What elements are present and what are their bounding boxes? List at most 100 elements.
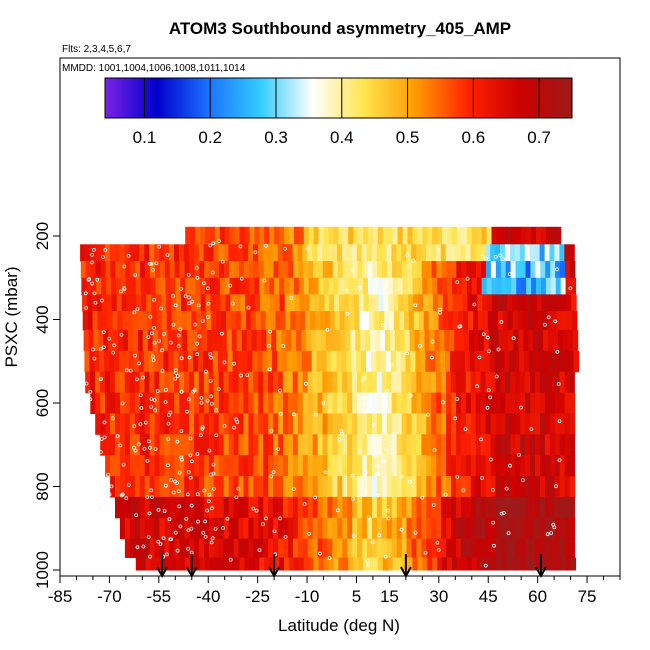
heatmap-cell	[431, 476, 437, 498]
heatmap-cell	[273, 476, 279, 498]
heatmap-cell	[134, 517, 141, 540]
heatmap-cell	[199, 496, 205, 519]
heatmap-cell	[280, 311, 286, 331]
heatmap-cell	[304, 294, 310, 312]
heatmap-cell	[554, 392, 561, 414]
heatmap-cell	[535, 476, 541, 498]
heatmap-cell	[460, 392, 467, 414]
measurement-point	[157, 244, 162, 249]
heatmap-cell	[105, 413, 111, 435]
heatmap-cell	[238, 476, 244, 498]
heatmap-cell	[367, 455, 373, 477]
measurement-point	[405, 351, 409, 356]
heatmap-cell	[129, 413, 136, 435]
heatmap-cell	[291, 350, 298, 373]
heatmap-cell	[432, 557, 438, 571]
heatmap-cell	[208, 538, 215, 558]
heatmap-cell	[502, 294, 508, 312]
heatmap-cell	[128, 350, 135, 373]
heatmap-cell	[330, 329, 337, 352]
heatmap-cell	[204, 476, 210, 498]
measurement-point	[100, 240, 105, 244]
measurement-point	[164, 552, 169, 557]
heatmap-cell	[109, 244, 116, 262]
heatmap-cell	[313, 261, 319, 279]
heatmap-cell	[248, 434, 254, 456]
heatmap-cell	[297, 517, 304, 540]
heatmap-cell	[109, 350, 115, 373]
measurement-point	[166, 437, 171, 441]
heatmap-cell	[228, 434, 235, 456]
heatmap-cell	[240, 311, 247, 331]
y-tick-label: 1000	[33, 551, 52, 589]
heatmap-cell	[348, 226, 354, 245]
heatmap-cell	[274, 294, 281, 312]
heatmap-cell	[431, 517, 437, 540]
heatmap-cell	[179, 392, 185, 414]
heatmap-cell	[380, 350, 387, 373]
heatmap-cell	[442, 277, 448, 295]
heatmap-cell	[149, 392, 156, 414]
heatmap-cell	[465, 371, 472, 394]
heatmap-cell	[446, 261, 452, 279]
heatmap-cell	[273, 413, 279, 435]
heatmap-cell	[540, 226, 547, 245]
measurement-point	[186, 528, 191, 533]
heatmap-cell	[258, 244, 264, 262]
heatmap-cell	[244, 277, 250, 295]
heatmap-cell	[516, 294, 523, 312]
heatmap-cell	[273, 392, 279, 414]
heatmap-cell	[169, 496, 175, 519]
measurement-point	[199, 400, 204, 405]
heatmap-cell	[282, 371, 289, 394]
heatmap-cell	[455, 244, 462, 262]
heatmap-cell	[465, 476, 472, 498]
heatmap-cell	[154, 517, 160, 540]
heatmap-cell	[510, 261, 517, 279]
heatmap-cell	[193, 371, 200, 394]
heatmap-cell	[288, 434, 294, 456]
heatmap-cell	[267, 350, 273, 373]
heatmap-cell	[497, 294, 503, 312]
heatmap-cell	[449, 329, 455, 352]
heatmap-cell	[530, 476, 536, 498]
heatmap-cell	[495, 371, 501, 394]
measurement-point	[95, 277, 100, 282]
heatmap-cell	[312, 392, 319, 414]
heatmap-cell	[248, 517, 254, 540]
heatmap-cell	[481, 557, 488, 571]
heatmap-cell	[442, 557, 448, 571]
heatmap-cell	[451, 476, 457, 498]
heatmap-cell	[571, 311, 578, 331]
heatmap-cell	[380, 329, 386, 352]
heatmap-cell	[298, 226, 305, 245]
heatmap-cell	[351, 350, 357, 373]
heatmap-cell	[466, 261, 472, 279]
heatmap-cell	[87, 294, 93, 312]
heatmap-cell	[391, 496, 398, 519]
heatmap-cell	[134, 455, 141, 477]
heatmap-cell	[407, 226, 413, 245]
heatmap-cell	[486, 277, 493, 295]
heatmap-cell	[519, 350, 525, 373]
heatmap-cell	[317, 434, 324, 456]
measurement-point	[141, 544, 146, 549]
heatmap-cell	[297, 371, 304, 394]
heatmap-cell	[195, 277, 201, 295]
heatmap-cell	[120, 517, 126, 540]
measurement-point	[210, 536, 215, 541]
heatmap-cell	[555, 277, 562, 295]
measurement-point	[455, 280, 460, 285]
heatmap-cell	[327, 476, 333, 498]
heatmap-cell	[292, 413, 299, 435]
heatmap-cell	[179, 455, 185, 477]
heatmap-cell	[506, 557, 512, 571]
heatmap-cell	[233, 496, 240, 519]
heatmap-cell	[258, 496, 264, 519]
heatmap-cell	[190, 226, 196, 245]
heatmap-cell	[105, 261, 111, 279]
heatmap-cell	[460, 496, 467, 519]
heatmap-cell	[504, 350, 510, 373]
x-tick-label: 45	[479, 587, 498, 606]
measurement-point	[376, 436, 381, 441]
